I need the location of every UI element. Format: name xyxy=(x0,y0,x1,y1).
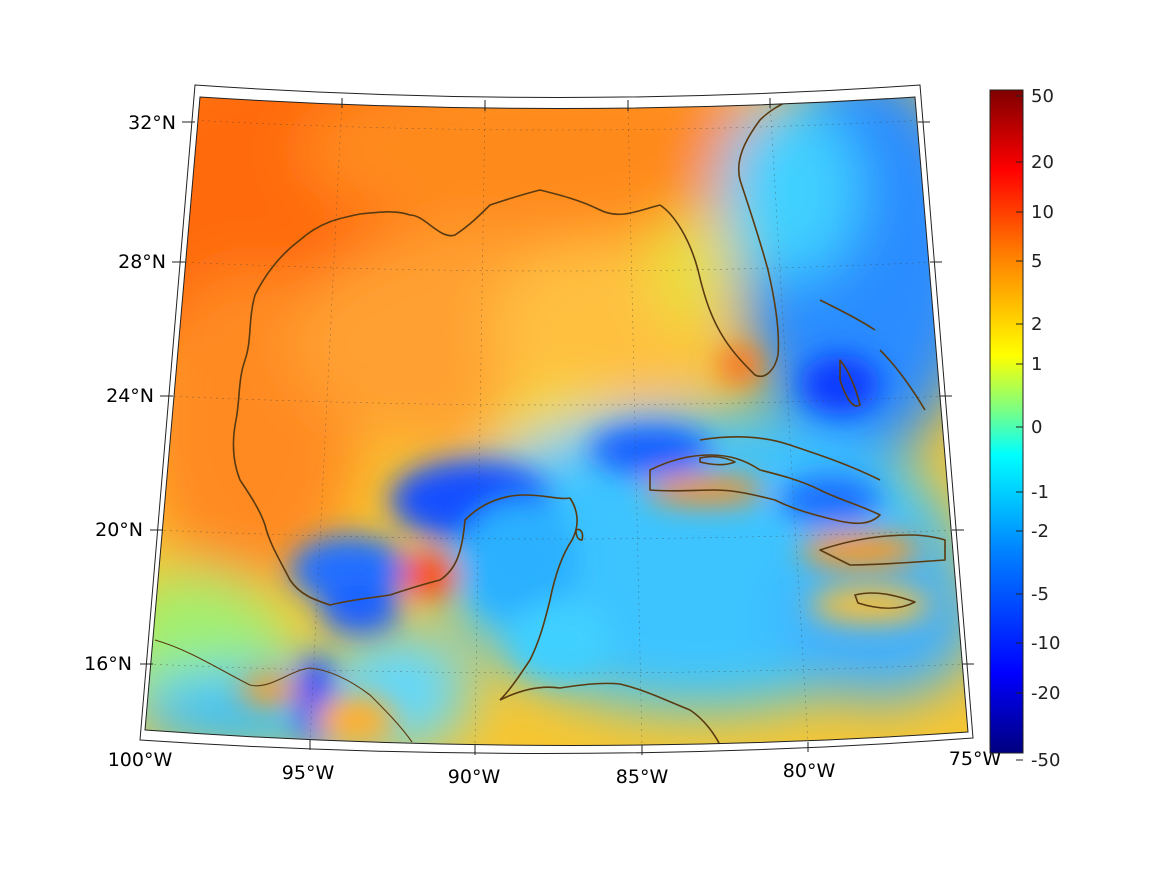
coastline-florida xyxy=(659,99,791,377)
coastline-cuba xyxy=(649,454,881,525)
coastline-isla-juventud xyxy=(699,455,736,466)
coastline-jamaica xyxy=(854,592,916,609)
lon-label-100w: 100°W xyxy=(108,749,173,771)
lat-label-32n: 32°N xyxy=(128,112,176,134)
colorbar-tick-label: -1 xyxy=(1031,482,1049,503)
coastlines xyxy=(154,99,946,746)
coastline-yucatan xyxy=(499,497,578,701)
map-frame-outer xyxy=(139,84,974,755)
colorbar-tick-label: -2 xyxy=(1031,521,1049,542)
colorbar-tick-label: 20 xyxy=(1031,152,1054,173)
colorbar-tick-label: -20 xyxy=(1031,683,1060,704)
map-frame xyxy=(144,96,969,747)
colorbar-tick-label: -10 xyxy=(1031,633,1060,654)
border-mexico-guatemala xyxy=(154,639,413,743)
frame-ticks xyxy=(140,98,974,755)
colorbar-tick-label: 2 xyxy=(1031,314,1042,335)
lat-label-28n: 28°N xyxy=(118,251,166,273)
lon-label-90w: 90°W xyxy=(448,766,501,788)
lon-label-75w: 75°W xyxy=(949,748,1002,770)
colorbar-tick-label: 1 xyxy=(1031,354,1042,375)
coastline-us-mexico xyxy=(232,189,661,606)
lon-label-85w: 85°W xyxy=(616,766,669,788)
lat-label-24n: 24°N xyxy=(106,385,154,407)
coastline-hispaniola xyxy=(819,534,946,566)
coastline-cozumel xyxy=(575,528,584,541)
colorbar-tick-label: -50 xyxy=(1031,750,1060,771)
colorbar-tick-label: 50 xyxy=(1031,86,1054,107)
coastline-cuba-north xyxy=(699,435,881,481)
colorbar-tick-label: 0 xyxy=(1031,417,1042,438)
lat-label-16n: 16°N xyxy=(84,653,132,675)
colorbar-tick-label: 10 xyxy=(1031,202,1054,223)
colorbar-gradient xyxy=(989,89,1024,754)
colorbar-tick-label: 5 xyxy=(1031,251,1042,272)
graticule xyxy=(147,99,966,746)
lon-label-80w: 80°W xyxy=(783,760,836,782)
coastline-bahamas xyxy=(819,299,926,411)
lon-label-95w: 95°W xyxy=(282,762,335,784)
lat-label-20n: 20°N xyxy=(95,519,143,541)
colorbar-tick-label: -5 xyxy=(1031,584,1049,605)
coastline-andros xyxy=(839,359,861,407)
map-field xyxy=(145,97,968,746)
coastline-central-america xyxy=(499,682,721,746)
